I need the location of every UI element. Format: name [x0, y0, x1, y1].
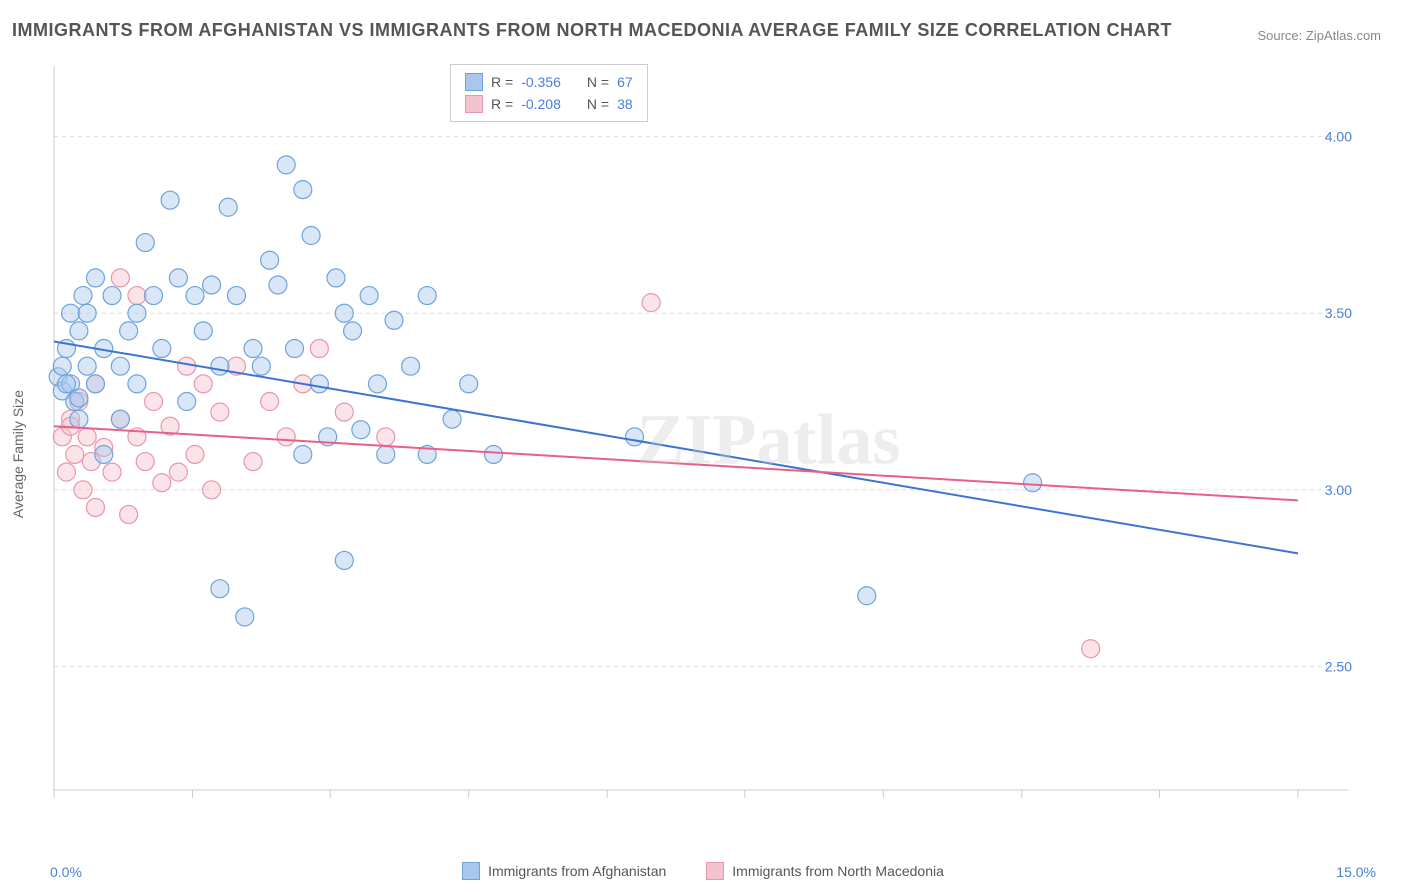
r-label: R =: [491, 93, 513, 115]
chart-title: IMMIGRANTS FROM AFGHANISTAN VS IMMIGRANT…: [12, 20, 1172, 41]
n-value-1: 38: [617, 93, 633, 115]
y-axis-label: Average Family Size: [10, 390, 26, 518]
legend-swatch-series-0: [465, 73, 483, 91]
legend-swatch-bottom-1: [706, 862, 724, 880]
plot-area: 2.503.003.504.00 ZIPatlas: [48, 60, 1358, 820]
svg-text:3.00: 3.00: [1325, 482, 1352, 498]
source-attribution: Source: ZipAtlas.com: [1257, 28, 1381, 43]
scatter-plot-svg: 2.50 3.00 3.50 4.00: [48, 60, 1358, 820]
r-value-0: -0.356: [521, 71, 561, 93]
svg-text:2.50: 2.50: [1325, 658, 1352, 674]
n-label: N =: [587, 93, 609, 115]
legend-swatch-series-1: [465, 95, 483, 113]
legend-row-series-0: R = -0.356 N = 67: [465, 71, 633, 93]
svg-text:4.00: 4.00: [1325, 129, 1352, 145]
n-value-0: 67: [617, 71, 633, 93]
series-legend-item-1: Immigrants from North Macedonia: [706, 862, 944, 880]
r-label: R =: [491, 71, 513, 93]
legend-swatch-bottom-0: [462, 862, 480, 880]
chart-container: IMMIGRANTS FROM AFGHANISTAN VS IMMIGRANT…: [0, 0, 1406, 892]
series-legend: Immigrants from Afghanistan Immigrants f…: [0, 862, 1406, 880]
series-name-0: Immigrants from Afghanistan: [488, 863, 666, 879]
correlation-legend-box: R = -0.356 N = 67 R = -0.208 N = 38: [450, 64, 648, 122]
svg-text:3.50: 3.50: [1325, 305, 1352, 321]
series-legend-item-0: Immigrants from Afghanistan: [462, 862, 666, 880]
legend-row-series-1: R = -0.208 N = 38: [465, 93, 633, 115]
series-name-1: Immigrants from North Macedonia: [732, 863, 944, 879]
r-value-1: -0.208: [521, 93, 561, 115]
n-label: N =: [587, 71, 609, 93]
